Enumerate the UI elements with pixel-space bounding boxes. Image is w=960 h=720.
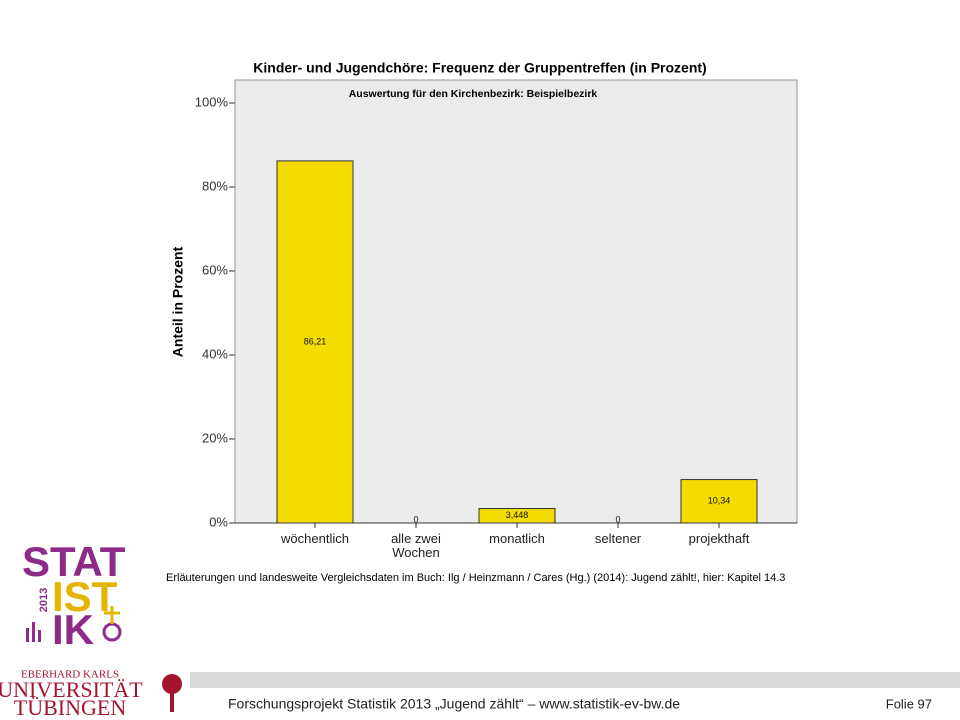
x-tick-label: monatlich — [489, 531, 545, 546]
y-tick-label: 100% — [195, 94, 229, 109]
university-text: TÜBINGEN — [14, 695, 127, 720]
chart-title: Kinder- und Jugendchöre: Frequenz der Gr… — [253, 60, 706, 76]
y-tick-label: 20% — [202, 430, 228, 445]
logo-icon — [32, 622, 35, 642]
data-label: 0 — [615, 514, 620, 524]
y-tick-label: 80% — [202, 178, 228, 193]
bar — [276, 160, 354, 524]
logo-icon — [26, 628, 29, 642]
y-tick-label: 60% — [202, 262, 228, 277]
logo-icon — [102, 622, 122, 642]
bar — [680, 479, 758, 524]
x-tick-label: seltener — [594, 531, 642, 546]
x-tick-label: wöchentlich — [281, 531, 349, 546]
university-tree — [170, 690, 174, 712]
y-tick-label: 0% — [209, 514, 228, 529]
y-axis-label: Anteil in Prozent — [170, 246, 186, 357]
bar — [478, 508, 556, 524]
footer-bar — [190, 672, 960, 688]
x-tick-label: alle zwei Wochen — [391, 531, 441, 560]
chart-subtitle: Auswertung für den Kirchenbezirk: Beispi… — [349, 88, 598, 100]
logo-year: 2013 — [38, 588, 50, 612]
footer-text: Forschungsprojekt Statistik 2013 „Jugend… — [228, 696, 680, 712]
university-tree — [162, 674, 182, 694]
university-text: UNIVERSITÄT — [0, 677, 143, 702]
data-label: 86,21 — [304, 336, 327, 346]
data-label: 3,448 — [506, 510, 529, 520]
logo-icon — [38, 630, 41, 642]
chart-note: Erläuterungen und landesweite Vergleichs… — [166, 572, 785, 584]
slide-number: Folie 97 — [886, 696, 932, 711]
x-tick-label: projekthaft — [688, 531, 750, 546]
logo-text: STAT — [22, 538, 126, 585]
university-logo: EBERHARD KARLS UNIVERSITÄT TÜBINGEN — [0, 669, 182, 720]
logo: STAT IST IK 2013 — [22, 538, 126, 653]
university-text: EBERHARD KARLS — [21, 669, 119, 681]
y-tick-label: 40% — [202, 346, 228, 361]
data-label: 10,34 — [708, 496, 731, 506]
data-label: 0 — [413, 514, 418, 524]
logo-text: IK — [52, 606, 94, 653]
